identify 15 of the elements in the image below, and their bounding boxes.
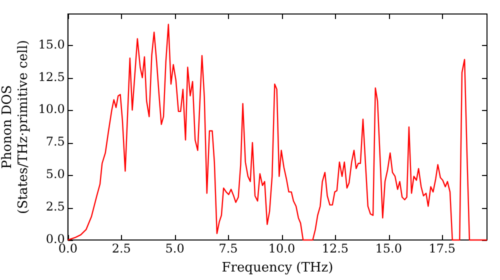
x-axis-title: Frequency (THz) [222, 260, 334, 276]
y-tick-label: 10.0 [38, 102, 65, 116]
y-tick-label: 15.0 [38, 37, 65, 52]
x-tick-label: 15.0 [375, 241, 402, 256]
x-tick-label: 10.0 [268, 241, 296, 256]
y-tick-label: 12.5 [38, 70, 65, 84]
x-tick-label: 17.5 [428, 241, 456, 256]
y-tick-label: 5.0 [46, 167, 65, 182]
y-axis-title: Phonon DOS (States/THz·primitive cell) [0, 40, 31, 214]
y-tick-label: 7.5 [46, 134, 65, 149]
x-tick-label: 12.5 [322, 241, 349, 256]
x-tick-label: 5.0 [165, 241, 184, 256]
y-tick-label: 2.5 [46, 200, 65, 214]
x-tick-label: 7.5 [218, 241, 238, 256]
x-tick-label: 2.5 [112, 241, 131, 256]
